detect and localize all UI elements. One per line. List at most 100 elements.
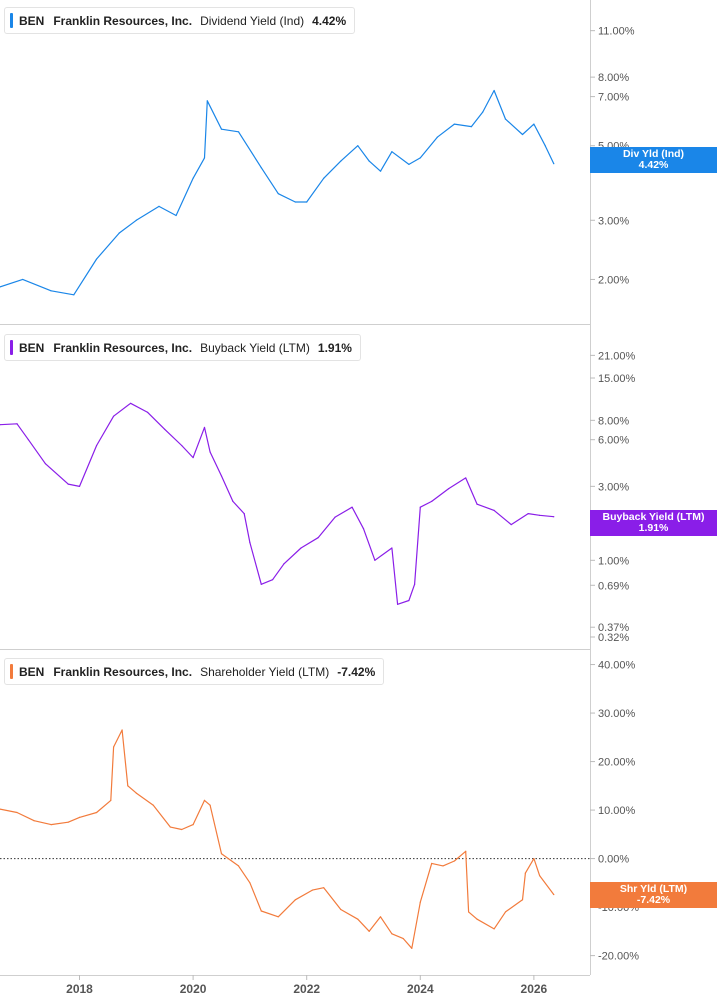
- y-tick-label: 8.00%: [598, 72, 629, 84]
- data-point: [121, 729, 123, 731]
- data-point: [396, 603, 399, 605]
- y-tick-label: 0.00%: [598, 854, 629, 866]
- y-tick-label: 20.00%: [598, 757, 636, 769]
- data-point: [0, 808, 1, 810]
- data-point: [50, 824, 52, 826]
- x-tick-label: 2024: [407, 982, 434, 996]
- data-point: [203, 426, 206, 429]
- data-point: [527, 513, 529, 515]
- data-point: [78, 485, 81, 487]
- data-point: [391, 151, 393, 153]
- data-point: [538, 514, 541, 516]
- data-point: [465, 477, 467, 479]
- y-tick-label: 11.00%: [598, 26, 635, 38]
- data-point: [317, 537, 319, 539]
- data-point: [453, 123, 455, 125]
- data-point: [419, 157, 421, 159]
- y-tick-label: 7.00%: [598, 92, 629, 104]
- series-color-marker: [10, 340, 13, 355]
- data-point: [533, 123, 535, 125]
- data-point: [277, 193, 279, 195]
- tag-label: Div Yld (Ind): [622, 148, 685, 160]
- data-point: [521, 899, 524, 901]
- data-point: [476, 503, 478, 505]
- x-tick-label: 2020: [180, 982, 207, 996]
- y-tick-label: 6.00%: [598, 435, 629, 447]
- data-point: [493, 928, 495, 930]
- y-tick-label: 0.37%: [598, 622, 629, 634]
- data-point: [408, 599, 410, 602]
- data-point: [294, 899, 296, 901]
- data-point: [448, 488, 450, 490]
- data-point: [209, 451, 211, 453]
- tag-value: 4.42%: [638, 159, 669, 171]
- data-point: [538, 874, 541, 877]
- legend-ticker: BEN: [19, 13, 45, 28]
- data-point: [135, 792, 137, 794]
- data-point: [192, 824, 194, 826]
- y-tick-label: 15.00%: [598, 373, 636, 385]
- data-point: [493, 89, 495, 92]
- data-point: [22, 278, 24, 281]
- data-point: [374, 559, 376, 561]
- data-point: [147, 411, 149, 413]
- data-point: [306, 201, 308, 203]
- data-point: [260, 583, 262, 585]
- data-point: [112, 746, 115, 748]
- data-point: [130, 402, 132, 404]
- data-point: [357, 145, 359, 147]
- data-point: [237, 865, 240, 867]
- legend-metric: Buyback Yield (LTM): [200, 340, 310, 355]
- data-point: [27, 439, 29, 441]
- y-tick-label: 0.69%: [598, 580, 629, 592]
- tag-label: Shr Yld (LTM): [619, 883, 688, 895]
- data-point: [127, 785, 129, 787]
- y-tick-label: 0.32%: [598, 632, 629, 644]
- data-point: [95, 444, 98, 447]
- data-point: [272, 579, 274, 581]
- data-point: [544, 145, 546, 147]
- data-point: [357, 918, 359, 920]
- series-line: [0, 402, 554, 605]
- data-point: [391, 933, 393, 935]
- data-point: [0, 424, 1, 426]
- legend-ticker: BEN: [19, 340, 45, 355]
- data-point: [431, 862, 433, 865]
- data-point: [323, 887, 325, 889]
- data-point: [493, 509, 495, 511]
- data-point: [362, 528, 365, 530]
- data-point: [533, 857, 535, 860]
- legend-shareholder-yield: BEN Franklin Resources, Inc. Shareholder…: [4, 658, 385, 685]
- data-point: [521, 133, 524, 136]
- data-point: [467, 911, 470, 913]
- data-point: [249, 882, 251, 884]
- x-tick-label: 2022: [293, 982, 320, 996]
- legend-company: Franklin Resources, Inc.: [53, 340, 193, 355]
- data-point: [220, 853, 223, 855]
- data-point: [192, 177, 194, 179]
- x-tick-label: 2026: [521, 982, 548, 996]
- data-point: [408, 163, 410, 165]
- data-point: [553, 163, 555, 165]
- panel-1: 21.00% 15.00% 8.00% 6.00% 3.00% 1.00% 0.69% 0.3…: [0, 350, 636, 644]
- data-point: [243, 513, 245, 515]
- panel-2: 40.00%30.00%20.00%10.00%0.00%-10.00%-20.…: [0, 660, 639, 963]
- data-point: [368, 930, 370, 932]
- series-line: [0, 729, 555, 949]
- data-point: [340, 908, 342, 911]
- data-point: [260, 910, 262, 912]
- data-point: [465, 850, 467, 852]
- data-point: [118, 232, 120, 234]
- data-point: [414, 583, 416, 585]
- tag-value: -7.42%: [636, 894, 671, 906]
- data-point: [0, 286, 1, 288]
- data-point: [323, 177, 325, 179]
- data-point: [504, 118, 507, 120]
- legend-ticker: BEN: [19, 664, 45, 679]
- data-point: [203, 157, 206, 159]
- data-point: [181, 444, 183, 447]
- legend-buyback-yield: BEN Franklin Resources, Inc. Buyback Yie…: [4, 334, 361, 361]
- data-point: [181, 828, 183, 831]
- series-color-marker: [10, 13, 13, 28]
- data-point: [334, 516, 336, 518]
